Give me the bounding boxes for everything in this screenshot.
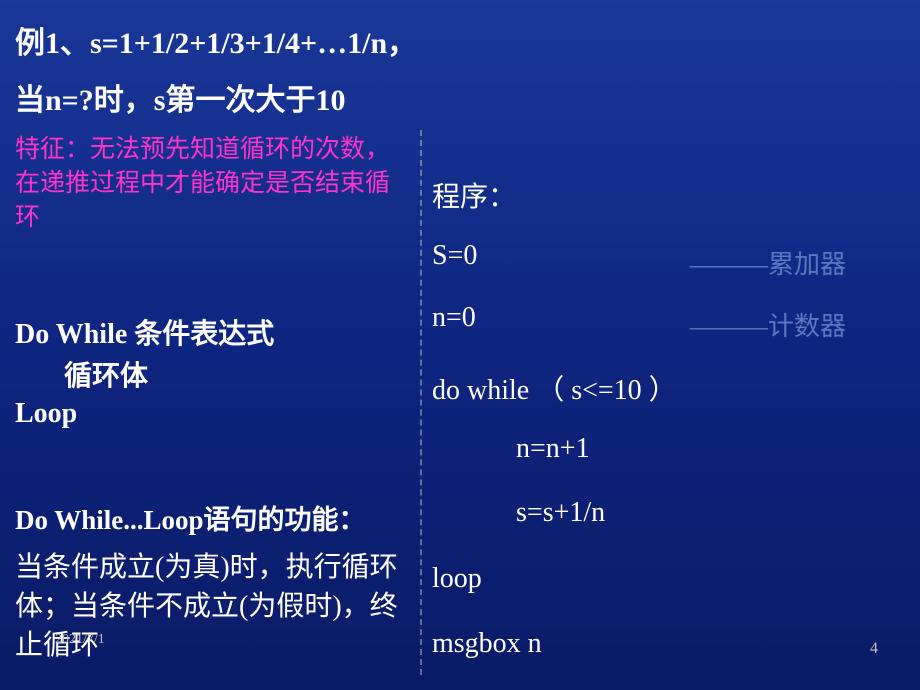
code-s-init: S=0: [432, 240, 477, 272]
code-label: 程序：: [432, 175, 516, 215]
code-do-while: do while （ s<=10 ）: [432, 368, 677, 408]
footer-page-number: 4: [870, 640, 878, 658]
syntax-body: 循环体: [64, 354, 148, 394]
title-line-2: 当n=?时，s第一次大于10: [15, 75, 345, 119]
syntax-do: Do While 条件表达式: [15, 312, 274, 352]
code-n-increment: n=n+1: [516, 433, 590, 465]
comment-accumulator: ———累加器: [690, 244, 846, 281]
feature-text: 特征：无法预先知道循环的次数，在递推过程中才能确定是否结束循环: [15, 133, 395, 234]
function-title: Do While...Loop语句的功能：: [15, 498, 366, 537]
code-s-sum: s=s+1/n: [516, 497, 605, 529]
title-line-1: 例1、s=1+1/2+1/3+1/4+…1/n，: [15, 18, 417, 62]
vertical-divider: [420, 130, 422, 675]
code-n-init: n=0: [432, 302, 476, 334]
footer-date: 2021/7/1: [55, 632, 105, 648]
comment-counter: ———计数器: [690, 306, 846, 343]
code-loop: loop: [432, 563, 482, 595]
syntax-loop: Loop: [15, 398, 77, 430]
code-msgbox: msgbox n: [432, 628, 542, 660]
